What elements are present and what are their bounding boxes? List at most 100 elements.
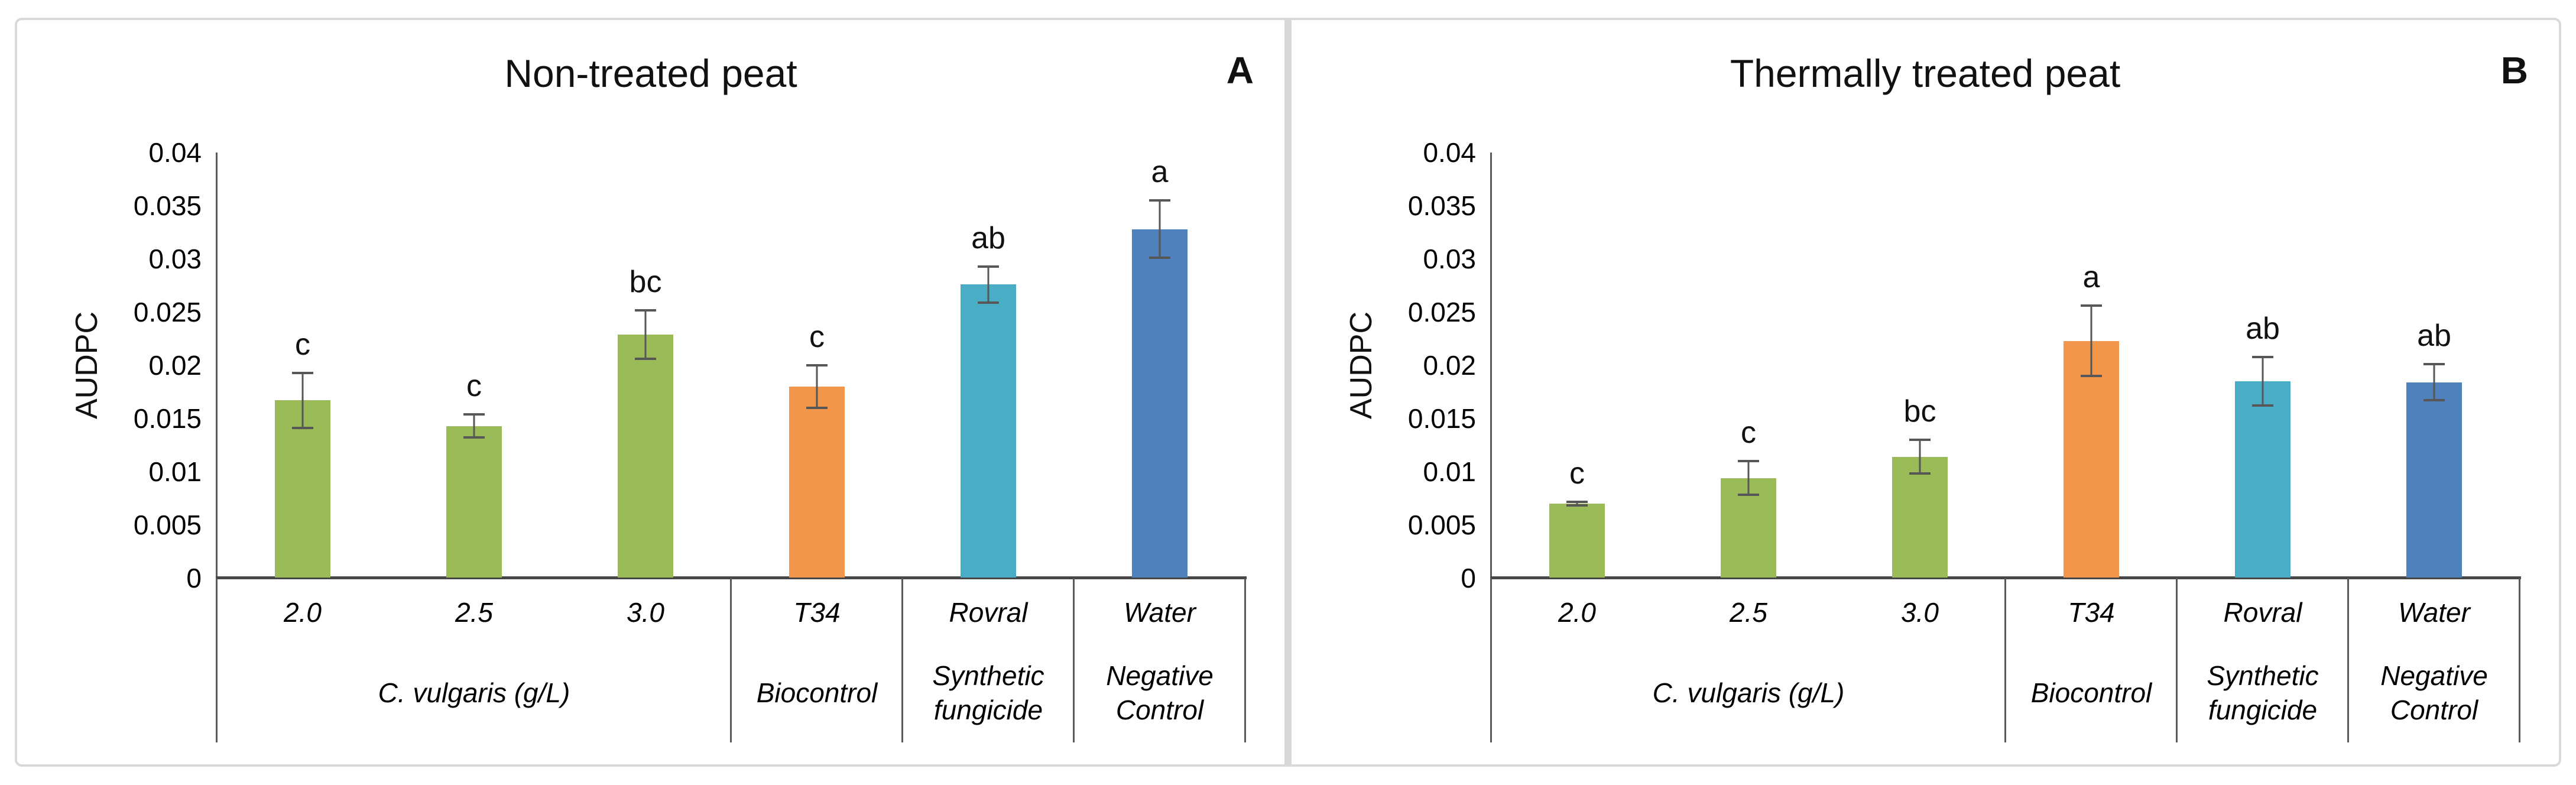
- error-bar-stem: [473, 413, 475, 439]
- bar: [1549, 504, 1605, 578]
- error-bar-stem: [301, 371, 304, 429]
- group-divider-line: [901, 578, 903, 742]
- group-label-line: Control: [1115, 695, 1204, 725]
- category-label: Water: [2398, 597, 2470, 628]
- bar: [1132, 229, 1188, 578]
- category-label: 2.0: [284, 597, 322, 628]
- y-tick-label: 0: [186, 563, 202, 593]
- group-label: Synthetic fungicide: [2177, 644, 2348, 741]
- error-bar-cap: [635, 357, 656, 360]
- error-bar: [2252, 355, 2273, 407]
- significance-letter: c: [809, 320, 825, 355]
- error-bar-stem: [2262, 355, 2264, 407]
- bar: [2235, 381, 2291, 578]
- group-divider-line: [2004, 578, 2006, 742]
- significance-letter: ab: [2417, 319, 2451, 353]
- group-divider-line: [1244, 578, 1246, 742]
- category-label: 2.5: [1730, 597, 1767, 628]
- group-divider-line: [1490, 578, 1492, 742]
- group-label-line: Negative: [1106, 660, 1214, 691]
- category-label: 3.0: [627, 597, 664, 628]
- group-label-line: C. vulgaris (g/L): [378, 677, 570, 708]
- y-tick-label: 0.01: [148, 456, 202, 487]
- category-label: T34: [2068, 597, 2115, 628]
- group-label-line: Synthetic: [932, 660, 1044, 691]
- group-label: C. vulgaris (g/L): [1491, 644, 2006, 741]
- error-bar-cap: [463, 413, 485, 416]
- error-bar-stem: [2433, 363, 2435, 402]
- group-label-line: fungicide: [2208, 695, 2318, 725]
- group-label-line: Control: [2390, 695, 2478, 725]
- error-bar-cap: [1566, 500, 1588, 503]
- y-axis-line: [1490, 153, 1492, 580]
- category-label: Rovral: [949, 597, 1028, 628]
- panel-b-thermally-treated-peat: Thermally treated peat B AUDPC 0 0.005 0.0…: [1292, 20, 2559, 764]
- y-tick-label: 0.02: [148, 350, 202, 381]
- error-bar-cap: [1909, 472, 1931, 475]
- bar: [2406, 382, 2462, 578]
- group-label: Biocontrol: [731, 644, 903, 741]
- error-bar-cap: [1566, 504, 1588, 507]
- error-bar-cap: [978, 265, 999, 268]
- category-label: Water: [1124, 597, 1196, 628]
- category-label: T34: [793, 597, 841, 628]
- significance-letter: a: [2082, 260, 2100, 295]
- group-divider-line: [2519, 578, 2520, 742]
- significance-letter: ab: [2246, 311, 2280, 346]
- y-tick-label: 0.015: [133, 403, 202, 434]
- group-divider-line: [216, 578, 218, 742]
- group-label: C. vulgaris (g/L): [217, 644, 731, 741]
- figure-frame: Non-treated peat A AUDPC 0 0.005 0.01 0.015…: [15, 18, 2561, 767]
- y-tick-label: 0.04: [148, 137, 202, 168]
- group-label: Biocontrol: [2006, 644, 2177, 741]
- y-tick-label: 0.025: [133, 297, 202, 327]
- error-bar-cap: [292, 426, 313, 429]
- plot-area: 0 0.005 0.01 0.015 0.02 0.025 0.03 0.035 0.04 c c b…: [1292, 20, 2559, 764]
- error-bar-stem: [1747, 460, 1750, 497]
- y-tick-label: 0.035: [133, 190, 202, 221]
- group-divider-line: [2176, 578, 2178, 742]
- panel-letter: B: [2500, 49, 2528, 92]
- bar: [618, 334, 673, 578]
- error-bar-cap: [2423, 363, 2445, 366]
- error-bar-cap: [978, 301, 999, 304]
- x-axis-line: [216, 576, 1247, 579]
- error-bar-cap: [2423, 399, 2445, 402]
- significance-letter: bc: [629, 264, 662, 299]
- x-axis-line: [1490, 576, 2521, 579]
- error-bar: [1909, 439, 1931, 475]
- group-label: Negative Control: [1074, 644, 1245, 741]
- error-bar: [978, 265, 999, 304]
- error-bar-cap: [2252, 404, 2273, 407]
- error-bar-cap: [1149, 199, 1170, 202]
- category-label: 2.5: [455, 597, 493, 628]
- error-bar: [806, 364, 828, 409]
- error-bar: [463, 413, 485, 439]
- significance-letter: c: [466, 369, 482, 403]
- y-tick-label: 0.01: [1423, 456, 1476, 487]
- bar: [961, 284, 1016, 578]
- panel-letter: A: [1226, 49, 1254, 92]
- y-tick-label: 0.025: [1407, 297, 1476, 327]
- category-label: Rovral: [2223, 597, 2302, 628]
- group-divider-line: [2347, 578, 2349, 742]
- error-bar: [1566, 500, 1588, 507]
- y-tick-label: 0.04: [1423, 137, 1476, 168]
- y-tick-label: 0.005: [1407, 510, 1476, 540]
- group-label: Negative Control: [2348, 644, 2520, 741]
- significance-letter: c: [1741, 416, 1756, 450]
- error-bar-cap: [635, 309, 656, 312]
- group-label-line: fungicide: [933, 695, 1043, 725]
- error-bar-cap: [292, 371, 313, 374]
- error-bar: [1149, 199, 1170, 259]
- category-label: 3.0: [1901, 597, 1939, 628]
- group-label-line: Biocontrol: [756, 677, 878, 708]
- y-tick-label: 0.03: [1423, 244, 1476, 274]
- error-bar: [1738, 460, 1759, 497]
- y-tick-label: 0.005: [133, 510, 202, 540]
- error-bar: [635, 309, 656, 360]
- plot-area: 0 0.005 0.01 0.015 0.02 0.025 0.03 0.035 0.04 c c b…: [17, 20, 1284, 764]
- error-bar-stem: [816, 364, 818, 409]
- significance-letter: c: [1569, 456, 1585, 491]
- error-bar-cap: [806, 406, 828, 409]
